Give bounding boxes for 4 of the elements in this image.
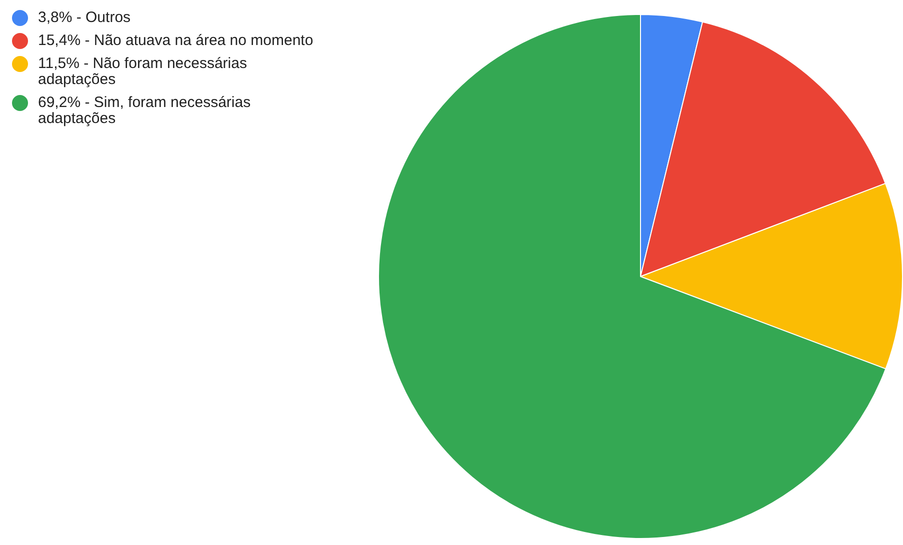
legend-label: 69,2% - Sim, foram necessárias adaptações <box>38 94 252 127</box>
legend-label: 3,8% - Outros <box>38 9 132 26</box>
legend-label: 15,4% - Não atuava na área no momento <box>38 32 314 49</box>
legend-label: 11,5% - Não foram necessárias adaptações <box>38 55 248 88</box>
